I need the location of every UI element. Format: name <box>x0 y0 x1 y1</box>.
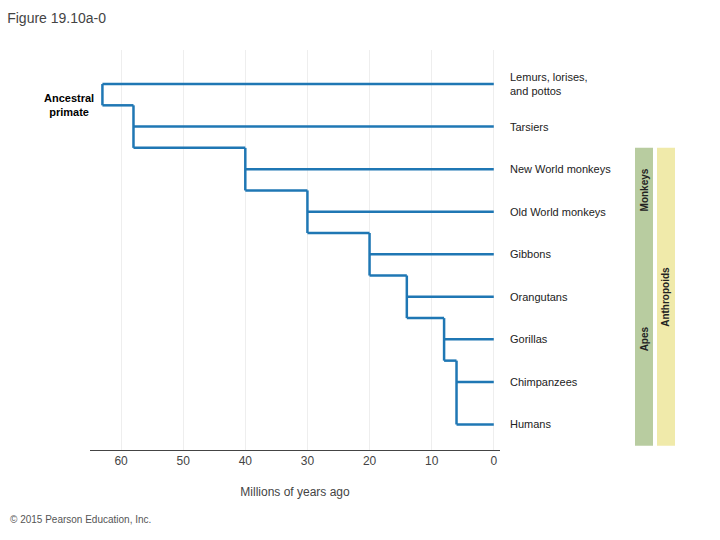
svg-text:Tarsiers: Tarsiers <box>510 121 549 133</box>
svg-text:© 2015 Pearson Education, Inc.: © 2015 Pearson Education, Inc. <box>10 514 151 525</box>
svg-text:Monkeys: Monkeys <box>639 168 650 211</box>
svg-text:50: 50 <box>177 454 191 468</box>
svg-text:30: 30 <box>301 454 315 468</box>
svg-text:Orangutans: Orangutans <box>510 291 568 303</box>
svg-text:Lemurs, lorises,and pottos: Lemurs, lorises,and pottos <box>510 71 588 97</box>
svg-text:New World monkeys: New World monkeys <box>510 163 611 175</box>
svg-text:20: 20 <box>363 454 377 468</box>
svg-text:Millions of years ago: Millions of years ago <box>240 485 350 499</box>
svg-text:Gorillas: Gorillas <box>510 333 548 345</box>
svg-text:Figure 19.10a-0: Figure 19.10a-0 <box>7 10 106 26</box>
svg-text:Anthropoids: Anthropoids <box>660 267 671 327</box>
svg-text:0: 0 <box>490 454 497 468</box>
svg-text:Apes: Apes <box>639 326 650 351</box>
svg-text:60: 60 <box>114 454 128 468</box>
svg-text:Humans: Humans <box>510 418 551 430</box>
svg-text:Chimpanzees: Chimpanzees <box>510 376 578 388</box>
svg-text:Ancestralprimate: Ancestralprimate <box>44 92 94 118</box>
svg-text:40: 40 <box>239 454 253 468</box>
svg-text:Gibbons: Gibbons <box>510 248 551 260</box>
svg-text:10: 10 <box>425 454 439 468</box>
svg-text:Old World monkeys: Old World monkeys <box>510 206 606 218</box>
